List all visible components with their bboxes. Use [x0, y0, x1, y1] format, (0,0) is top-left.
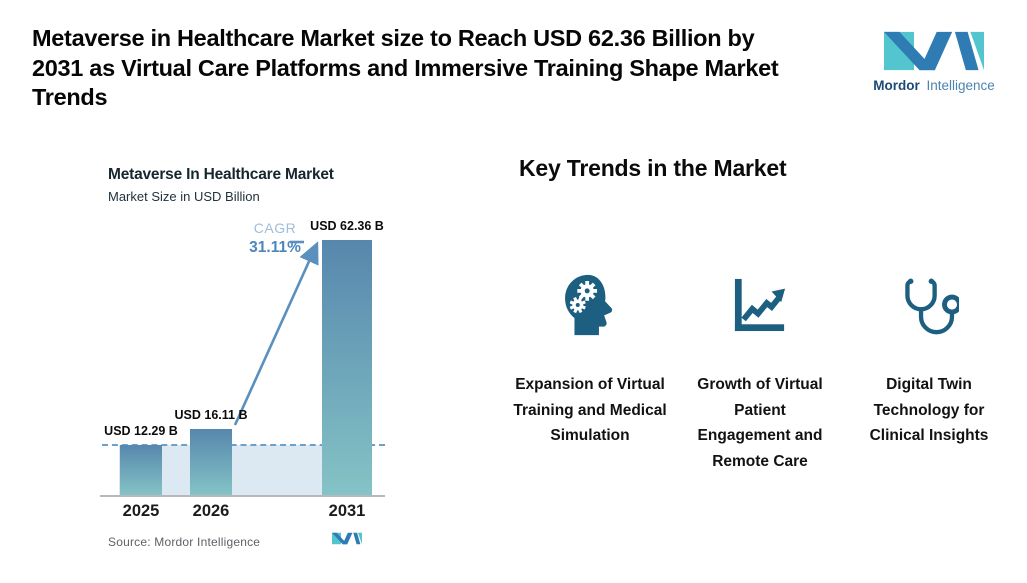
- chart-subtitle: Market Size in USD Billion: [108, 189, 260, 204]
- mordor-intelligence-mark-icon: [332, 532, 362, 545]
- cagr-label: CAGR: [253, 220, 297, 236]
- trend-label: Expansion of Virtual Training and Medica…: [513, 376, 667, 444]
- trend-icon-box: [500, 268, 680, 342]
- page-title-line: 2031 as Virtual Care Platforms and Immer…: [32, 54, 779, 81]
- source-note: Source: Mordor Intelligence: [108, 535, 261, 549]
- brand-name: Mordor Intelligence: [873, 78, 995, 93]
- dashed-reference-line: [102, 444, 385, 446]
- trend-icon-box: [686, 268, 834, 342]
- bar-2025: [120, 445, 162, 495]
- growth-chart-icon: [734, 278, 786, 332]
- bar-value-label: USD 12.29 B: [104, 424, 178, 438]
- page-title-line: Metaverse in Healthcare Market size to R…: [32, 25, 755, 51]
- x-axis-label: 2025: [122, 502, 160, 520]
- mordor-intelligence-logo-icon: [884, 31, 984, 71]
- brand-logo: Mordor Intelligence: [872, 30, 996, 93]
- stethoscope-icon: [905, 278, 959, 335]
- page-title-line: Trends: [32, 84, 108, 110]
- cagr-value: 31.11%: [249, 239, 301, 256]
- trends-heading: Key Trends in the Market: [519, 155, 787, 181]
- x-axis-label: 2031: [328, 502, 366, 520]
- page-title: Metaverse in Healthcare Market size to R…: [32, 24, 892, 113]
- trend-item: Digital Twin Technology for Clinical Ins…: [850, 268, 1008, 449]
- brand-name-light: Intelligence: [926, 78, 995, 93]
- plot-area: USD 12.29 B 2025 USD 16.11 B 2026 USD 62.36 …: [100, 210, 385, 520]
- bar-value-label: USD 16.11 B: [174, 408, 248, 422]
- bar-value-label: USD 62.36 B: [310, 219, 384, 233]
- trend-icon-box: [850, 268, 1008, 342]
- trend-item: Expansion of Virtual Training and Medica…: [500, 268, 680, 449]
- cagr-annotation: CAGR 31.11%: [233, 218, 317, 258]
- trend-label: Digital Twin Technology for Clinical Ins…: [869, 376, 989, 444]
- head-gears-icon: [565, 274, 613, 336]
- x-axis-label: 2026: [192, 502, 230, 520]
- bar-2031: [322, 240, 372, 495]
- bar-2026: [190, 429, 232, 495]
- brand-name-bold: Mordor: [873, 78, 920, 93]
- chart-title: Metaverse In Healthcare Market: [108, 166, 334, 183]
- market-size-chart: Metaverse In Healthcare Market Market Si…: [95, 158, 410, 573]
- trend-label: Growth of Virtual Patient Engagement and…: [697, 376, 823, 470]
- trend-item: Growth of Virtual Patient Engagement and…: [686, 268, 834, 474]
- cagr-arrow-icon: [233, 240, 319, 426]
